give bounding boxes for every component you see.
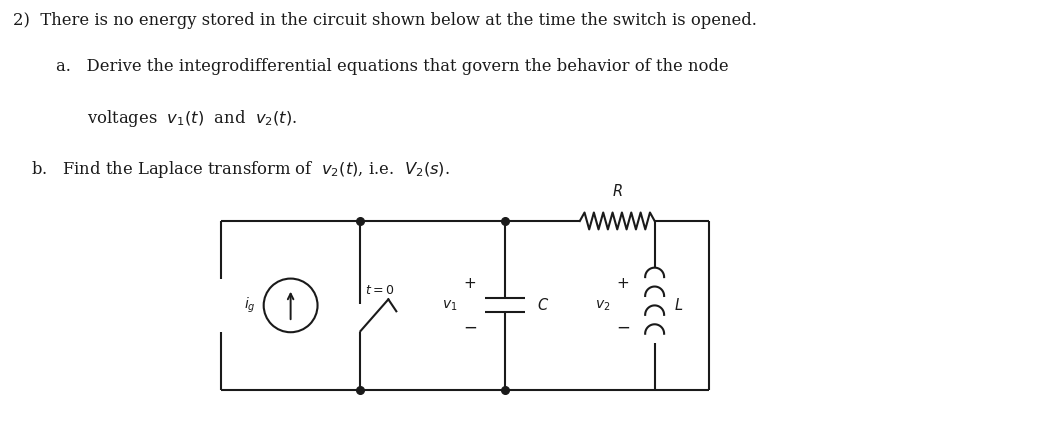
Text: voltages  $v_1(t)$  and  $v_2(t)$.: voltages $v_1(t)$ and $v_2(t)$. xyxy=(56,108,297,129)
Text: b.   Find the Laplace transform of  $v_2(t)$, i.e.  $V_2(s)$.: b. Find the Laplace transform of $v_2(t)… xyxy=(31,159,450,180)
Text: +: + xyxy=(463,276,477,291)
Text: $C$: $C$ xyxy=(537,297,549,314)
Text: a.   Derive the integrodifferential equations that govern the behavior of the no: a. Derive the integrodifferential equati… xyxy=(56,58,729,75)
Text: $i_g$: $i_g$ xyxy=(244,296,256,315)
Text: −: − xyxy=(463,318,477,336)
Text: +: + xyxy=(616,276,629,291)
Text: $v_2$: $v_2$ xyxy=(595,298,611,313)
Text: $t = 0$: $t = 0$ xyxy=(366,284,395,297)
Text: 2)  There is no energy stored in the circuit shown below at the time the switch : 2) There is no energy stored in the circ… xyxy=(14,12,757,29)
Text: $R$: $R$ xyxy=(612,183,622,199)
Text: −: − xyxy=(616,318,630,336)
Text: $v_1$: $v_1$ xyxy=(443,298,458,313)
Text: $L$: $L$ xyxy=(674,297,684,314)
